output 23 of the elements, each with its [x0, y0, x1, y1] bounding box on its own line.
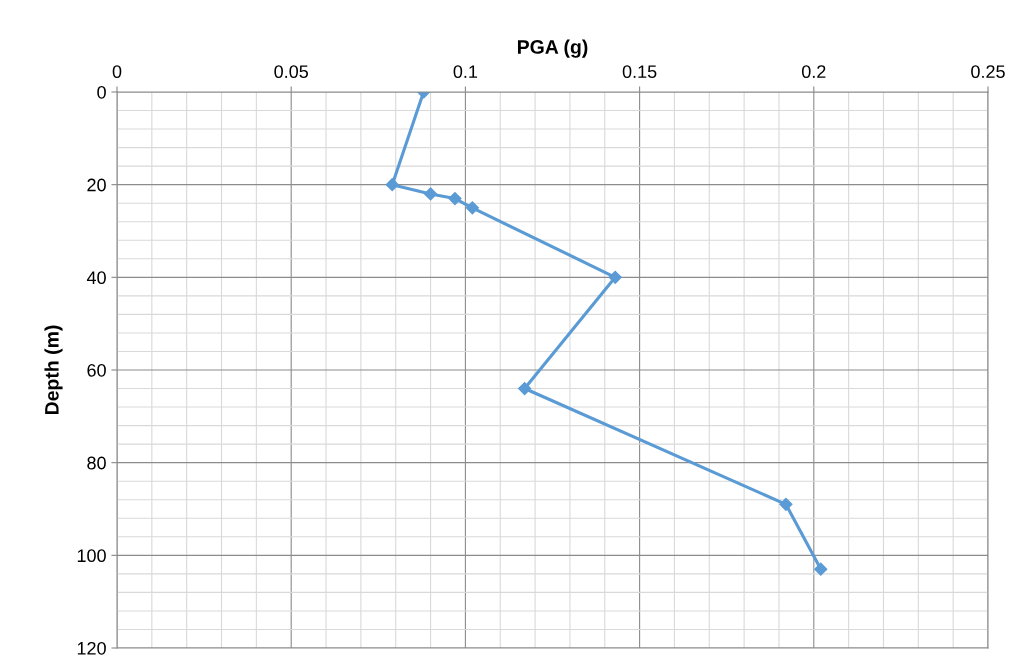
y-tick-label: 20: [87, 178, 106, 192]
x-tick-label: 0.25: [971, 65, 1005, 79]
point: [385, 178, 399, 192]
x-tick-label: 0.1: [453, 65, 478, 79]
point: [814, 562, 828, 576]
point: [465, 201, 479, 215]
y-tick-label: 120: [77, 641, 106, 655]
y-tick-label: 40: [86, 271, 106, 285]
y-tick-label: 80: [87, 456, 106, 470]
point: [518, 381, 532, 396]
x-tick-label: 0.2: [801, 65, 826, 79]
y-tick-label: 0: [97, 85, 106, 99]
point: [608, 270, 622, 284]
y-tick-label: 60: [87, 363, 106, 377]
y-axis-title: Depth (m): [44, 325, 63, 415]
x-tick-label: 0.15: [622, 65, 657, 79]
x-axis-title: PGA (g): [517, 39, 588, 58]
y-tick-label: 100: [77, 549, 106, 563]
point: [448, 191, 462, 206]
x-tick-label: 0.05: [274, 65, 309, 79]
point: [779, 497, 793, 511]
point: [423, 187, 438, 201]
x-tick-label: 0: [112, 65, 122, 79]
